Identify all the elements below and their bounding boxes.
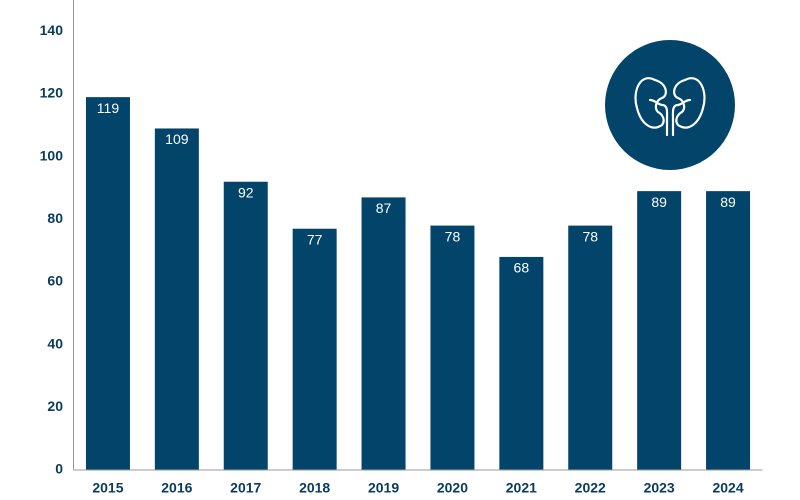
- y-tick-label: 20: [47, 398, 63, 414]
- x-tick-label: 2023: [644, 480, 675, 496]
- value-label: 89: [720, 194, 736, 210]
- x-tick-label: 2021: [506, 480, 537, 496]
- bar: [637, 191, 682, 470]
- x-tick-label: 2016: [161, 480, 192, 496]
- value-label: 77: [307, 231, 323, 247]
- y-tick-label: 100: [40, 147, 64, 163]
- value-label: 119: [97, 100, 120, 116]
- x-tick-label: 2022: [575, 480, 606, 496]
- x-tick-label: 2018: [299, 480, 330, 496]
- x-tick-label: 2024: [712, 480, 743, 496]
- y-tick-label: 120: [40, 85, 64, 101]
- bar: [568, 225, 613, 470]
- bar: [499, 256, 544, 470]
- bar: [430, 225, 475, 470]
- bar: [706, 191, 751, 470]
- kidney-icon: [605, 40, 735, 170]
- y-tick-label: 0: [55, 461, 63, 477]
- value-label: 89: [651, 194, 667, 210]
- x-tick-label: 2019: [368, 480, 399, 496]
- x-tick-label: 2017: [230, 480, 261, 496]
- value-label: 78: [582, 228, 598, 244]
- y-tick-label: 40: [47, 335, 63, 351]
- value-label: 109: [165, 131, 189, 147]
- x-tick-label: 2020: [437, 480, 468, 496]
- bar: [292, 228, 337, 470]
- x-tick-label: 2015: [92, 480, 123, 496]
- y-tick-label: 140: [40, 22, 64, 38]
- bar: [85, 97, 130, 470]
- y-tick-label: 80: [47, 210, 63, 226]
- value-label: 87: [376, 200, 392, 216]
- value-label: 68: [514, 260, 530, 276]
- y-tick-label: 60: [47, 273, 63, 289]
- bar: [223, 181, 268, 470]
- bar: [361, 197, 406, 470]
- value-label: 92: [238, 184, 254, 200]
- value-label: 78: [445, 228, 461, 244]
- bar: [154, 128, 199, 470]
